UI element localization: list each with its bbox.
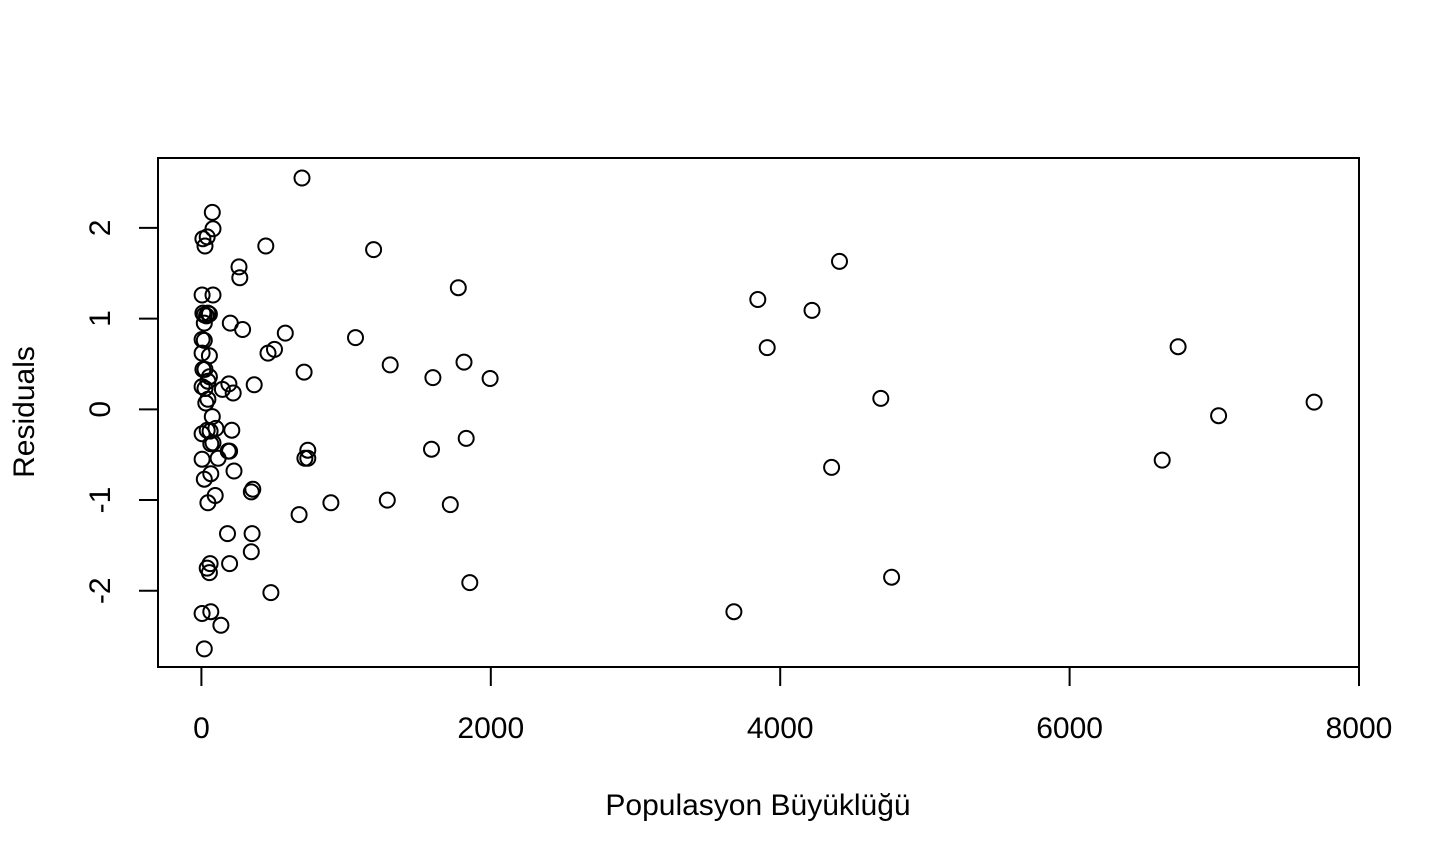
data-point — [195, 314, 213, 332]
data-point — [725, 603, 743, 621]
x-axis: 0 2000 4000 6000 8000 — [193, 666, 1393, 745]
data-point — [223, 421, 241, 439]
data-point — [230, 258, 248, 276]
data-point — [262, 584, 280, 602]
data-point — [424, 369, 442, 387]
data-point — [198, 307, 215, 325]
x-axis-label: Populasyon Büyüklüğü — [605, 789, 910, 822]
x-tick-label: 8000 — [1326, 712, 1393, 745]
data-point — [197, 394, 215, 412]
data-point — [194, 304, 212, 322]
x-tick-label: 4000 — [747, 712, 814, 745]
data-point — [219, 525, 236, 543]
y-tick-label: 2 — [84, 220, 117, 237]
data-point — [193, 286, 211, 304]
data-point — [1210, 407, 1228, 425]
data-point — [221, 555, 239, 573]
data-point — [299, 441, 317, 459]
data-point — [290, 506, 308, 524]
data-point — [1305, 393, 1323, 411]
data-point — [209, 449, 227, 467]
data-point — [423, 440, 440, 458]
plot-frame — [157, 157, 1360, 668]
data-point — [245, 376, 263, 394]
x-tick-label: 0 — [193, 712, 210, 745]
data-point — [461, 574, 479, 592]
data-point — [322, 494, 340, 512]
data-point — [204, 286, 222, 304]
data-point — [213, 380, 231, 398]
x-tick-label: 6000 — [1036, 712, 1103, 745]
data-point — [299, 449, 317, 467]
x-tick-label: 2000 — [457, 712, 524, 745]
data-point — [201, 555, 219, 573]
data-point — [242, 543, 260, 561]
data-point — [193, 344, 211, 362]
data-point — [872, 389, 890, 407]
data-point — [195, 640, 213, 658]
data-point — [204, 434, 222, 452]
data-point — [224, 384, 242, 402]
data-point — [758, 339, 776, 357]
data-point — [243, 525, 261, 543]
y-axis: -2 -1 0 1 2 — [84, 220, 159, 604]
data-point — [203, 203, 221, 221]
data-point — [481, 370, 499, 387]
data-point — [449, 279, 467, 297]
y-tick-label: -1 — [84, 487, 117, 514]
data-point — [199, 494, 217, 512]
data-point — [195, 470, 213, 488]
data-point — [259, 344, 277, 362]
y-tick-label: 0 — [84, 401, 117, 418]
data-point — [194, 230, 212, 248]
data-point — [242, 483, 260, 501]
data-point — [823, 458, 841, 476]
data-point — [212, 616, 230, 634]
data-point — [193, 605, 211, 622]
data-point — [365, 241, 383, 259]
data-point — [441, 496, 459, 514]
data-point — [457, 429, 475, 447]
data-point — [381, 356, 399, 374]
data-point — [1169, 338, 1187, 356]
data-point — [200, 305, 218, 323]
data-point — [196, 237, 214, 255]
data-point — [295, 363, 313, 381]
data-point — [193, 450, 211, 468]
y-tick-label: -2 — [84, 577, 117, 604]
data-point — [831, 252, 848, 270]
data-point — [200, 564, 218, 582]
data-point — [749, 291, 767, 308]
data-point — [202, 603, 220, 621]
data-point — [347, 329, 364, 347]
data-point — [883, 568, 901, 586]
data-point — [199, 372, 217, 390]
data-point — [234, 321, 252, 338]
data-point — [257, 237, 275, 255]
data-point — [455, 353, 473, 371]
y-tick-label: 1 — [84, 310, 117, 327]
data-point — [276, 324, 294, 342]
data-point — [231, 269, 249, 287]
data-point — [293, 169, 311, 187]
data-point — [378, 491, 396, 509]
points-layer — [193, 169, 1323, 658]
data-point — [195, 331, 213, 349]
data-point — [225, 462, 243, 480]
data-point — [803, 301, 821, 319]
data-point — [1153, 451, 1171, 469]
y-axis-label: Residuals — [8, 346, 41, 478]
